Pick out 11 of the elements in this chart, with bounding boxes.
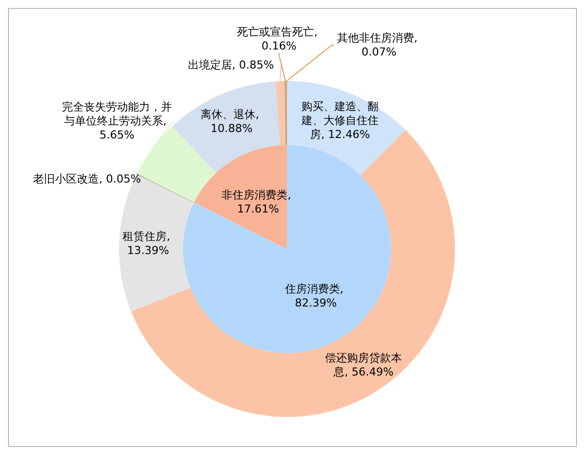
slice-label: 住房消费类, 82.39%: [284, 282, 347, 310]
slice-label: 购买、建造、翻建、大修自住住房, 12.46%: [300, 100, 379, 142]
slice-label: 租赁住房, 13.39%: [122, 230, 174, 257]
slice-label: 完全丧失劳动能力，并与单位终止劳动关系, 5.65%: [62, 100, 172, 142]
slice-label: 离休、退休, 10.88%: [200, 108, 263, 135]
slice-label: 偿还购房贷款本息, 56.49%: [325, 351, 402, 378]
slice-label: 非住房消费类, 17.61%: [222, 188, 295, 216]
slice-label: 老旧小区改造, 0.05%: [33, 172, 141, 186]
slice-label: 死亡或宣告死亡, 0.16%: [237, 26, 321, 52]
slice-label: 出境定居, 0.85%: [188, 58, 274, 72]
slice-label: 其他非住房消费, 0.07%: [337, 32, 421, 58]
